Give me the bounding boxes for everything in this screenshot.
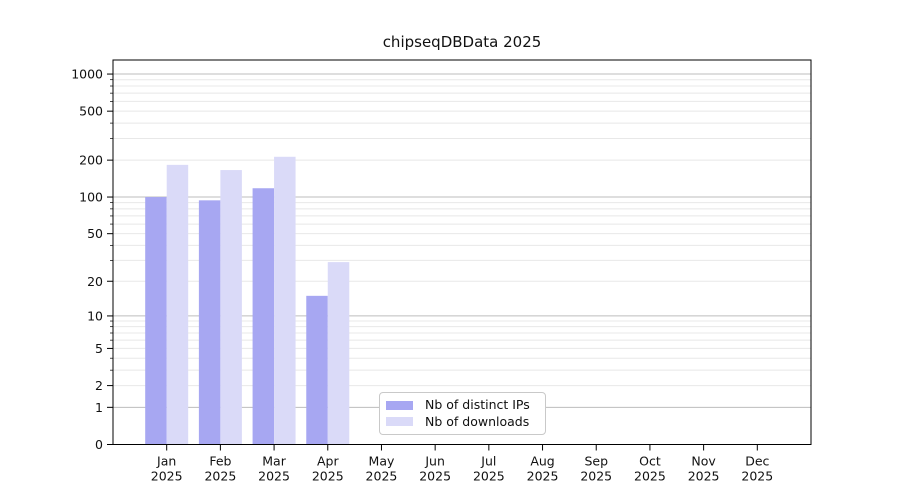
legend-label-distinct-ips: Nb of distinct IPs [425,397,530,412]
x-tick-label-jun: Jun 2025 [419,454,451,484]
y-tick-label-1: 1 [95,400,103,415]
legend-swatch-distinct-ips [386,400,413,410]
bar-jan-downloads [166,164,189,445]
x-tick-label-may: May 2025 [366,454,398,484]
bar-mar-distinct-ips [252,188,275,445]
x-tick-label-feb: Feb 2025 [204,454,236,484]
x-tick-label-apr: Apr 2025 [312,454,344,484]
y-tick-label-1000: 1000 [71,67,103,82]
x-tick-label-oct: Oct 2025 [634,454,666,484]
bar-feb-downloads [220,170,242,445]
y-tick-label-0: 0 [95,437,103,452]
x-tick-label-aug: Aug 2025 [527,454,559,484]
plot-border [112,59,812,445]
legend-item-distinct-ips: Nb of distinct IPs [386,397,545,412]
y-tick-label-50: 50 [87,226,103,241]
chart-title: chipseqDBData 2025 [382,33,542,51]
bar-jan-distinct-ips [145,197,167,445]
x-tick-label-sep: Sep 2025 [580,454,612,484]
y-tick-label-500: 500 [79,104,103,119]
x-tick-label-dec: Dec 2025 [741,454,773,484]
bar-apr-distinct-ips [306,295,328,445]
x-tick-label-mar: Mar 2025 [258,454,290,484]
bar-mar-downloads [274,156,296,445]
legend-swatch-downloads [386,417,413,427]
legend-item-downloads: Nb of downloads [386,413,545,429]
x-tick-label-jul: Jul 2025 [473,454,505,484]
legend: Nb of distinct IPs Nb of downloads [379,392,546,435]
bar-apr-downloads [327,262,350,445]
x-tick-label-jan: Jan 2025 [151,454,183,484]
y-tick-label-5: 5 [95,341,103,356]
bar-feb-distinct-ips [198,200,221,445]
y-tick-label-10: 10 [87,308,103,323]
x-tick-label-nov: Nov 2025 [688,454,720,484]
y-tick-label-20: 20 [87,274,103,289]
y-tick-label-2: 2 [95,378,103,393]
y-tick-label-200: 200 [79,153,103,168]
y-tick-label-100: 100 [79,190,103,205]
legend-label-downloads: Nb of downloads [425,413,530,429]
